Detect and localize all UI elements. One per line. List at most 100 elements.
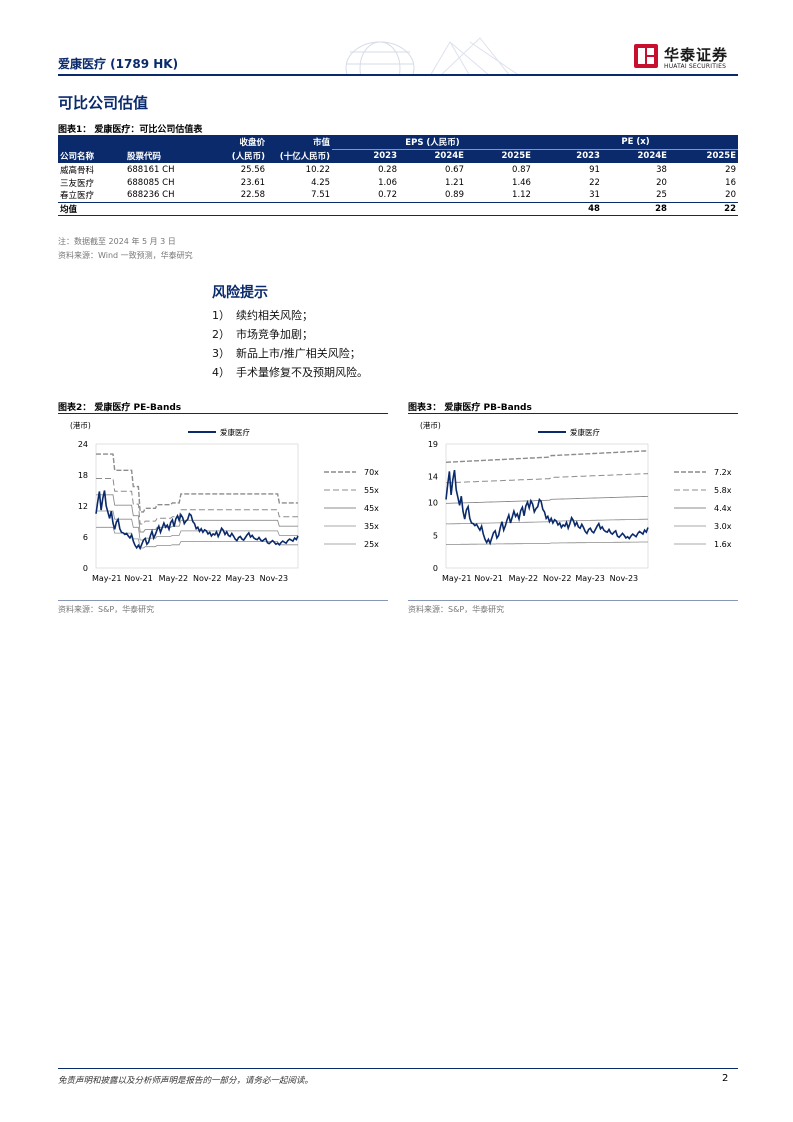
risk-number: 3） — [212, 347, 230, 360]
cell-average-label: 均值 — [58, 201, 125, 216]
page-number: 2 — [722, 1073, 729, 1084]
cell-price: 22.58 — [240, 190, 266, 201]
pe-price-line — [95, 490, 299, 551]
risk-text: 手术量修复不及预期风险。 — [236, 366, 368, 379]
risk-list: 1） 续约相关风险； 2） 市场竞争加剧； 3） 新品上市/推广相关风险； 4） 手术量… — [212, 306, 368, 382]
cell-code: 688085 CH — [126, 177, 175, 188]
col-eps-group: EPS (人民币) — [332, 135, 533, 150]
pe-x-tick-label: May-23 — [225, 574, 254, 583]
pb-y-axis-label: (港币) — [420, 420, 441, 430]
list-item: 2） 市场竞争加剧； — [212, 325, 368, 344]
col-mcap-top: 市值 — [267, 135, 333, 149]
col-price-top: 收盘价 — [212, 135, 268, 149]
pe-band-line-70x — [96, 453, 298, 513]
risk-number: 2） — [212, 328, 230, 341]
comparable-valuation-table: 收盘价 市值 EPS (人民币) PE (x) 公司名称 股票代码 (人民币) … — [58, 135, 738, 216]
risk-text: 市场竞争加剧； — [236, 328, 313, 341]
pb-x-tick-label: May-21 — [442, 574, 471, 583]
cell-price: 25.56 — [240, 164, 266, 175]
cell-eps-2024e: 0.67 — [445, 164, 464, 175]
cell-code: 688236 CH — [126, 190, 175, 201]
figure2-source: 资料来源：S&P，华泰研究 — [58, 605, 155, 614]
pe-legend-label-45x: 45x — [364, 504, 379, 513]
table-row: 威高骨科 688161 CH 25.56 10.22 0.28 0.67 0.8… — [58, 163, 738, 176]
pb-y-tick-label: 14 — [428, 473, 438, 482]
pe-y-tick-label: 18 — [78, 471, 88, 480]
col-blank-1 — [58, 135, 125, 149]
pb-legend-label-4.4x: 4.4x — [714, 504, 732, 513]
pe-y-tick-label: 24 — [78, 440, 88, 449]
risk-number: 4） — [212, 366, 230, 379]
risk-text: 新品上市/推广相关风险； — [236, 347, 361, 360]
figure3-bottom-divider — [408, 600, 738, 601]
cell-pe-2024e: 20 — [656, 177, 667, 188]
figure2-divider — [58, 413, 388, 414]
pe-y-tick-label: 12 — [78, 502, 88, 511]
pb-x-tick-label: May-23 — [575, 574, 604, 583]
pe-band-line-25x — [96, 526, 298, 549]
figure2-bottom-divider — [58, 600, 388, 601]
pe-band-line-45x — [96, 494, 298, 533]
logo-text-cn: 华泰证券 — [664, 46, 729, 64]
pb-price-line — [445, 469, 649, 546]
pe-x-tick-label: Nov-23 — [260, 574, 288, 583]
pb-band-line-4.4x — [445, 495, 648, 504]
pe-legend-label-25x: 25x — [364, 540, 379, 549]
header-company: 爱康医疗 (1789 HK) — [58, 57, 179, 71]
list-item: 1） 续约相关风险； — [212, 306, 368, 325]
pb-legend-label-1.6x: 1.6x — [714, 540, 732, 549]
col-mcap-bottom: (十亿人民币) — [267, 149, 333, 163]
cell-empty — [267, 201, 333, 216]
pb-band-line-7.2x — [445, 450, 649, 463]
cell-pe-2023: 91 — [589, 164, 600, 175]
cell-empty — [399, 201, 466, 216]
figure3-source: 资料来源：S&P，华泰研究 — [408, 605, 505, 614]
col-pe-2023: 2023 — [532, 149, 602, 163]
cell-eps-2025e: 1.46 — [512, 177, 531, 188]
pb-band-line-5.8x — [446, 473, 649, 484]
cell-name: 三友医疗 — [60, 178, 95, 189]
pe-x-tick-label: May-22 — [159, 574, 188, 583]
huatai-logo: 华泰证券 HUATAI SECURITIES — [634, 44, 740, 74]
pe-x-tick-label: Nov-21 — [124, 574, 152, 583]
pb-x-tick-label: Nov-21 — [474, 574, 502, 583]
logo-text-en: HUATAI SECURITIES — [664, 63, 727, 70]
table-row: 三友医疗 688085 CH 23.61 4.25 1.06 1.21 1.46… — [58, 176, 738, 189]
pb-y-tick-label: 0 — [433, 564, 438, 573]
col-eps-2023: 2023 — [332, 149, 399, 163]
cell-avg-pe-2025e: 22 — [668, 201, 738, 216]
cell-mcap: 7.51 — [311, 190, 331, 201]
pe-plot-frame — [95, 443, 299, 569]
pe-y-tick-label: 0 — [83, 564, 88, 573]
cell-pe-2024e: 25 — [656, 190, 667, 201]
col-eps-2025e: 2025E — [465, 149, 533, 163]
pe-bands-chart-svg: (港币) 0 6 12 18 24 May-21 Nov-21 May-22 Nov-22 May-… — [70, 420, 379, 583]
col-pe-2025e: 2025E — [668, 149, 738, 163]
pe-x-tick-label: Nov-22 — [193, 574, 221, 583]
cell-code: 688161 CH — [126, 164, 175, 175]
cell-eps-2023: 0.72 — [378, 190, 397, 201]
pb-bands-chart: (港币) 0 5 10 14 19 May-21 Nov-21 May-22 Nov-22 May-… — [408, 416, 738, 596]
col-blank-2 — [124, 135, 213, 149]
cell-avg-pe-2023: 48 — [532, 201, 602, 216]
cell-pe-2023: 22 — [589, 177, 600, 188]
pe-legend-label-55x: 55x — [364, 486, 379, 495]
list-item: 3） 新品上市/推广相关风险； — [212, 344, 368, 363]
pe-x-tick-label: May-21 — [92, 574, 121, 583]
cell-price: 23.61 — [240, 177, 266, 188]
pe-legend-label-price: 爱康医疗 — [220, 427, 250, 437]
figure2-caption: 图表2： 爱康医疗 PE-Bands — [58, 403, 182, 413]
pb-plot-frame — [445, 443, 649, 569]
pb-legend-label-3.0x: 3.0x — [714, 522, 732, 531]
cell-name: 春立医疗 — [60, 191, 95, 202]
col-pe-group: PE (x) — [532, 135, 738, 150]
cell-eps-2023: 1.06 — [378, 177, 397, 188]
section-title: 可比公司估值 — [58, 94, 149, 112]
cell-pe-2025e: 20 — [725, 190, 736, 201]
cell-eps-2024e: 0.89 — [445, 190, 464, 201]
cell-name: 威高骨科 — [60, 165, 95, 176]
risk-text: 续约相关风险； — [236, 309, 313, 322]
cell-pe-2025e: 16 — [725, 177, 736, 188]
cell-mcap: 10.22 — [305, 164, 331, 175]
pb-x-tick-label: Nov-22 — [543, 574, 571, 583]
